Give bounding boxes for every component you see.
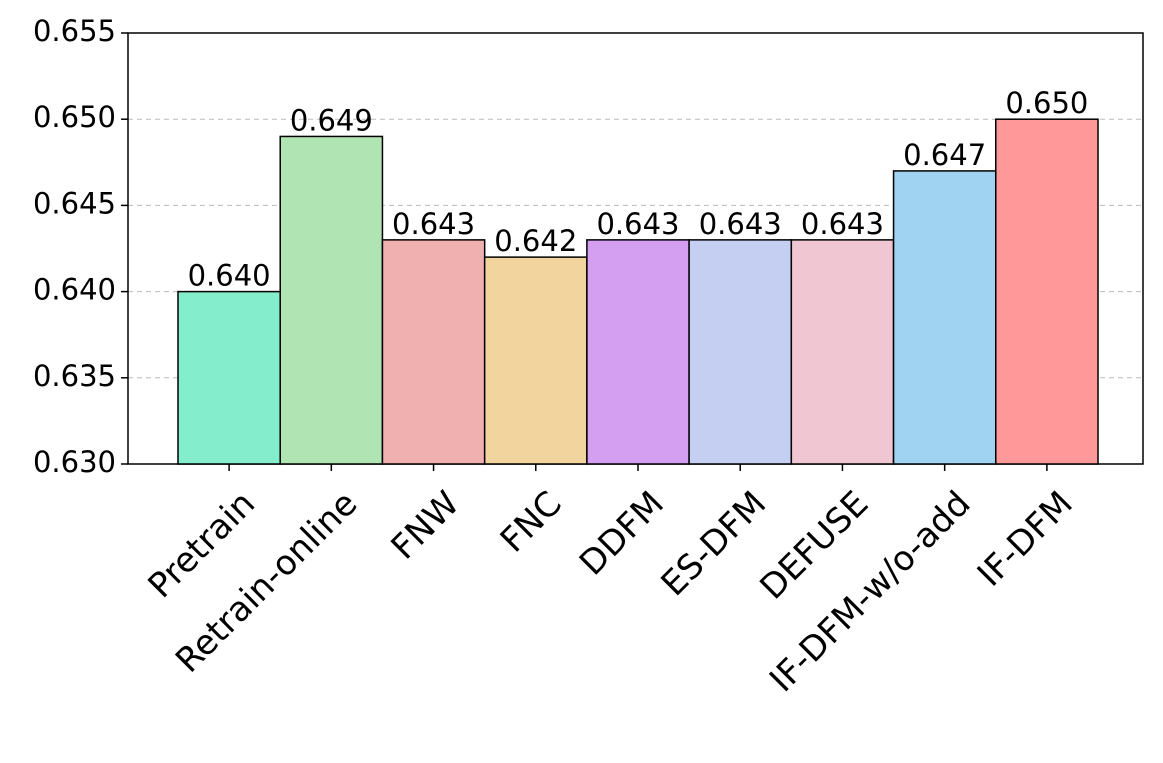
bar: [381, 239, 486, 465]
x-tick-label: ES-DFM: [654, 484, 774, 604]
y-tick-label: 0.645: [33, 186, 116, 220]
bar: [483, 256, 588, 465]
value-label: 0.649: [290, 103, 373, 137]
bar: [177, 290, 281, 465]
value-label: 0.643: [699, 207, 782, 241]
value-label: 0.640: [188, 259, 271, 293]
x-tick-label: DDFM: [572, 484, 672, 584]
y-tick-label: 0.630: [33, 445, 116, 479]
value-label: 0.643: [596, 207, 679, 241]
x-tick-label: Retrain-online: [168, 484, 365, 681]
value-label: 0.642: [494, 224, 577, 258]
bar: [279, 135, 384, 465]
bar: [790, 239, 895, 465]
bar: [892, 170, 997, 465]
value-label: 0.650: [1005, 86, 1088, 120]
value-label: 0.643: [801, 207, 884, 241]
bar: [586, 239, 690, 465]
value-label: 0.643: [392, 207, 475, 241]
x-tick-label: FNW: [384, 484, 468, 568]
x-tick-label: FNC: [493, 484, 570, 561]
value-label: 0.647: [903, 138, 986, 172]
y-tick-label: 0.650: [33, 100, 116, 134]
y-tick-label: 0.640: [33, 273, 116, 307]
bar: [995, 118, 1099, 465]
x-tick-label: IF-DFM: [970, 484, 1081, 595]
y-tick-label: 0.655: [33, 14, 116, 48]
y-tick-label: 0.635: [33, 359, 116, 393]
bar: [688, 239, 793, 465]
